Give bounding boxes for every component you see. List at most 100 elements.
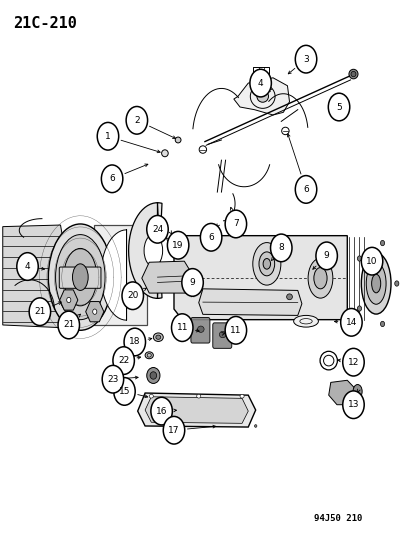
Ellipse shape: [366, 263, 385, 304]
Ellipse shape: [64, 248, 97, 306]
FancyBboxPatch shape: [212, 323, 231, 349]
Circle shape: [58, 311, 79, 339]
Ellipse shape: [281, 127, 288, 135]
Circle shape: [342, 391, 363, 418]
Circle shape: [114, 377, 135, 405]
Text: 13: 13: [347, 400, 358, 409]
Circle shape: [122, 282, 143, 310]
Circle shape: [361, 247, 382, 275]
Ellipse shape: [286, 294, 292, 300]
Ellipse shape: [350, 71, 355, 77]
Text: 7: 7: [233, 220, 238, 229]
Text: 9: 9: [189, 278, 195, 287]
Ellipse shape: [219, 332, 225, 338]
Text: 6: 6: [208, 233, 214, 242]
Circle shape: [342, 349, 363, 376]
Circle shape: [270, 234, 291, 262]
Ellipse shape: [199, 146, 206, 154]
Circle shape: [126, 107, 147, 134]
Ellipse shape: [55, 235, 105, 320]
Circle shape: [29, 298, 50, 326]
Ellipse shape: [149, 394, 153, 398]
Ellipse shape: [371, 274, 380, 293]
Text: 2: 2: [134, 116, 139, 125]
Ellipse shape: [93, 309, 97, 314]
Text: 94J50 210: 94J50 210: [313, 514, 362, 523]
Ellipse shape: [307, 259, 332, 298]
Polygon shape: [101, 229, 126, 320]
Circle shape: [167, 231, 188, 259]
Ellipse shape: [153, 333, 163, 342]
Circle shape: [150, 397, 172, 425]
Text: 3: 3: [302, 55, 308, 63]
Ellipse shape: [319, 351, 337, 370]
Ellipse shape: [256, 91, 268, 102]
Text: 22: 22: [118, 356, 129, 365]
Text: 11: 11: [230, 326, 241, 335]
Text: 6: 6: [302, 185, 308, 194]
FancyBboxPatch shape: [59, 267, 101, 288]
Circle shape: [163, 416, 184, 444]
Text: 5: 5: [335, 102, 341, 111]
Ellipse shape: [254, 425, 256, 427]
Ellipse shape: [196, 394, 200, 398]
Text: 12: 12: [347, 358, 358, 367]
Text: 16: 16: [155, 407, 167, 416]
Circle shape: [113, 347, 134, 374]
Ellipse shape: [380, 240, 384, 246]
Polygon shape: [198, 289, 301, 316]
Ellipse shape: [48, 224, 112, 330]
Polygon shape: [138, 393, 255, 427]
Text: 6: 6: [109, 174, 115, 183]
Circle shape: [225, 317, 246, 344]
Ellipse shape: [161, 150, 168, 157]
Circle shape: [200, 223, 221, 251]
Text: 11: 11: [176, 323, 188, 332]
Circle shape: [294, 45, 316, 73]
Text: 4: 4: [257, 78, 263, 87]
Circle shape: [181, 269, 203, 296]
Ellipse shape: [352, 384, 361, 398]
Ellipse shape: [189, 286, 195, 292]
Ellipse shape: [331, 104, 339, 112]
Ellipse shape: [145, 352, 153, 359]
Text: 15: 15: [119, 387, 130, 396]
Circle shape: [315, 242, 337, 270]
Text: 19: 19: [172, 241, 183, 250]
Text: 20: 20: [127, 291, 138, 300]
Text: 21C-210: 21C-210: [13, 15, 77, 30]
Text: 9: 9: [323, 252, 329, 260]
Circle shape: [249, 69, 271, 97]
Circle shape: [17, 253, 38, 280]
Polygon shape: [3, 225, 62, 328]
Text: 21: 21: [34, 307, 45, 316]
Ellipse shape: [155, 335, 160, 340]
FancyBboxPatch shape: [93, 225, 147, 325]
Text: 17: 17: [168, 426, 179, 435]
Text: 21: 21: [63, 320, 74, 329]
Ellipse shape: [197, 326, 204, 333]
Polygon shape: [128, 203, 161, 298]
Circle shape: [146, 215, 168, 243]
Ellipse shape: [394, 281, 398, 286]
Ellipse shape: [263, 259, 270, 269]
Circle shape: [171, 314, 192, 342]
Text: 14: 14: [345, 318, 356, 327]
Ellipse shape: [313, 268, 326, 289]
Polygon shape: [145, 397, 248, 423]
Ellipse shape: [356, 256, 361, 261]
Ellipse shape: [146, 368, 159, 383]
Circle shape: [294, 175, 316, 203]
Polygon shape: [173, 236, 347, 320]
Polygon shape: [328, 380, 356, 405]
Ellipse shape: [66, 297, 71, 303]
Circle shape: [225, 210, 246, 238]
Ellipse shape: [348, 69, 357, 79]
Ellipse shape: [323, 356, 333, 366]
Circle shape: [97, 123, 119, 150]
Ellipse shape: [380, 321, 384, 327]
Ellipse shape: [72, 264, 88, 290]
Ellipse shape: [356, 306, 361, 311]
Ellipse shape: [144, 235, 162, 266]
Ellipse shape: [240, 394, 244, 398]
